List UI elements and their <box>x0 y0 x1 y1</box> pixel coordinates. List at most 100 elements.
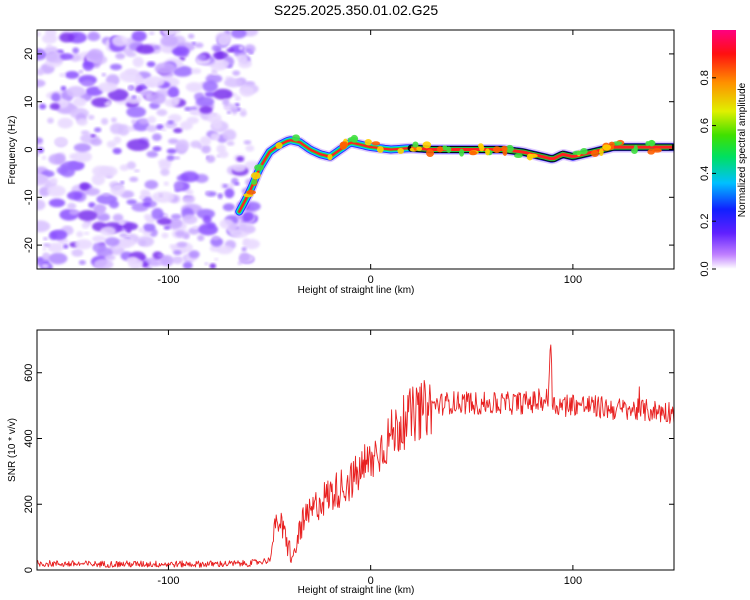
noise-blob <box>131 95 137 99</box>
ridge-blob <box>246 190 256 195</box>
noise-blob <box>47 185 66 197</box>
colorbar-label: Normalized spectral amplitude <box>737 82 748 217</box>
ridge-blob <box>347 136 358 142</box>
ridge-blob <box>599 148 604 156</box>
noise-blob <box>194 42 204 48</box>
noise-blob <box>166 154 175 161</box>
noise-blob <box>196 208 215 219</box>
noise-blob <box>226 110 232 114</box>
noise-blob <box>206 155 216 163</box>
noise-blob <box>110 183 125 196</box>
noise-blob <box>112 213 124 222</box>
noise-blob <box>49 177 58 185</box>
noise-blob <box>216 59 230 69</box>
noise-blob <box>161 128 167 132</box>
noise-blob <box>145 81 156 88</box>
ridge-blob <box>633 144 638 152</box>
noise-blob <box>119 164 129 171</box>
noise-blob <box>184 106 192 112</box>
snr-ytick-label: 400 <box>23 429 35 447</box>
noise-blob <box>167 86 180 98</box>
noise-blob <box>182 261 193 269</box>
noise-blob <box>175 230 186 238</box>
noise-blob <box>74 239 93 250</box>
noise-blob <box>158 158 172 167</box>
noise-blob <box>111 117 117 123</box>
noise-blob <box>147 115 157 124</box>
noise-blob <box>139 195 145 199</box>
colorbar-tick-label: 0.8 <box>699 70 711 85</box>
noise-blob <box>126 256 138 265</box>
noise-blob <box>37 152 40 157</box>
noise-blob <box>154 62 176 75</box>
noise-blob <box>239 252 250 262</box>
noise-blob <box>87 48 104 61</box>
noise-blob <box>239 86 254 97</box>
noise-blob <box>37 220 51 233</box>
snr-axes: -100 0 100 0 200 400 600 <box>23 330 674 587</box>
noise-blob <box>151 208 164 220</box>
noise-blob <box>238 45 244 51</box>
noise-blob <box>179 56 186 61</box>
noise-blob <box>48 252 68 265</box>
ridge-blob <box>412 141 419 148</box>
noise-blob <box>76 231 84 238</box>
noise-blob <box>217 34 231 46</box>
noise-blob <box>226 141 235 146</box>
colorbar-tick-label: 0.0 <box>699 261 711 276</box>
noise-blob <box>212 235 220 241</box>
noise-blob <box>234 95 241 102</box>
ridge-blob <box>501 145 508 152</box>
noise-blob <box>186 116 199 125</box>
snr-frame <box>36 329 675 571</box>
ridge-track <box>233 134 674 218</box>
noise-blob <box>172 46 190 57</box>
noise-blob <box>46 43 52 48</box>
ridge-blob <box>602 144 612 151</box>
noise-blob <box>59 32 75 43</box>
noise-blob <box>228 222 238 231</box>
noise-blob <box>78 260 86 265</box>
noise-blob <box>120 180 125 185</box>
noise-blob <box>131 119 137 124</box>
noise-blob <box>146 124 158 132</box>
noise-blob <box>143 197 153 203</box>
noise-blob <box>146 61 156 68</box>
noise-blob <box>172 65 193 77</box>
snr-xtick-label: 0 <box>368 575 374 587</box>
heatmap-ytick-label: 20 <box>23 48 35 60</box>
noise-blob <box>41 155 47 160</box>
noise-blob <box>37 68 45 76</box>
noise-blob <box>170 213 182 220</box>
ridge-blob <box>479 144 485 152</box>
noise-blob <box>152 45 160 50</box>
noise-blob <box>57 117 74 129</box>
noise-blob <box>238 59 252 69</box>
noise-blob <box>84 187 100 196</box>
noise-blob <box>126 199 137 205</box>
ridge-blob <box>526 153 533 161</box>
snr-ytick-label: 200 <box>23 495 35 513</box>
noise-blob <box>104 101 112 107</box>
noise-blob <box>189 106 198 111</box>
noise-blob <box>59 73 66 78</box>
noise-blob <box>126 95 142 105</box>
ridge-blob <box>340 141 349 148</box>
noise-blob <box>234 182 240 186</box>
noise-blob <box>222 129 237 141</box>
noise-blob <box>94 204 106 216</box>
noise-blob <box>151 133 162 142</box>
noise-blob <box>122 222 139 231</box>
noise-blob <box>185 82 203 93</box>
noise-blob <box>241 247 247 252</box>
colorbar-gradient <box>712 30 736 269</box>
noise-blob <box>188 33 195 39</box>
ridge-blob <box>572 150 583 155</box>
noise-blob <box>119 70 141 83</box>
noise-blob <box>91 173 106 186</box>
noise-blob <box>98 166 118 178</box>
chart-title: S225.2025.350.01.02.G25 <box>274 2 438 18</box>
noise-blob <box>231 163 246 173</box>
ridge-blob <box>441 145 448 151</box>
ridge-blob <box>416 146 423 151</box>
